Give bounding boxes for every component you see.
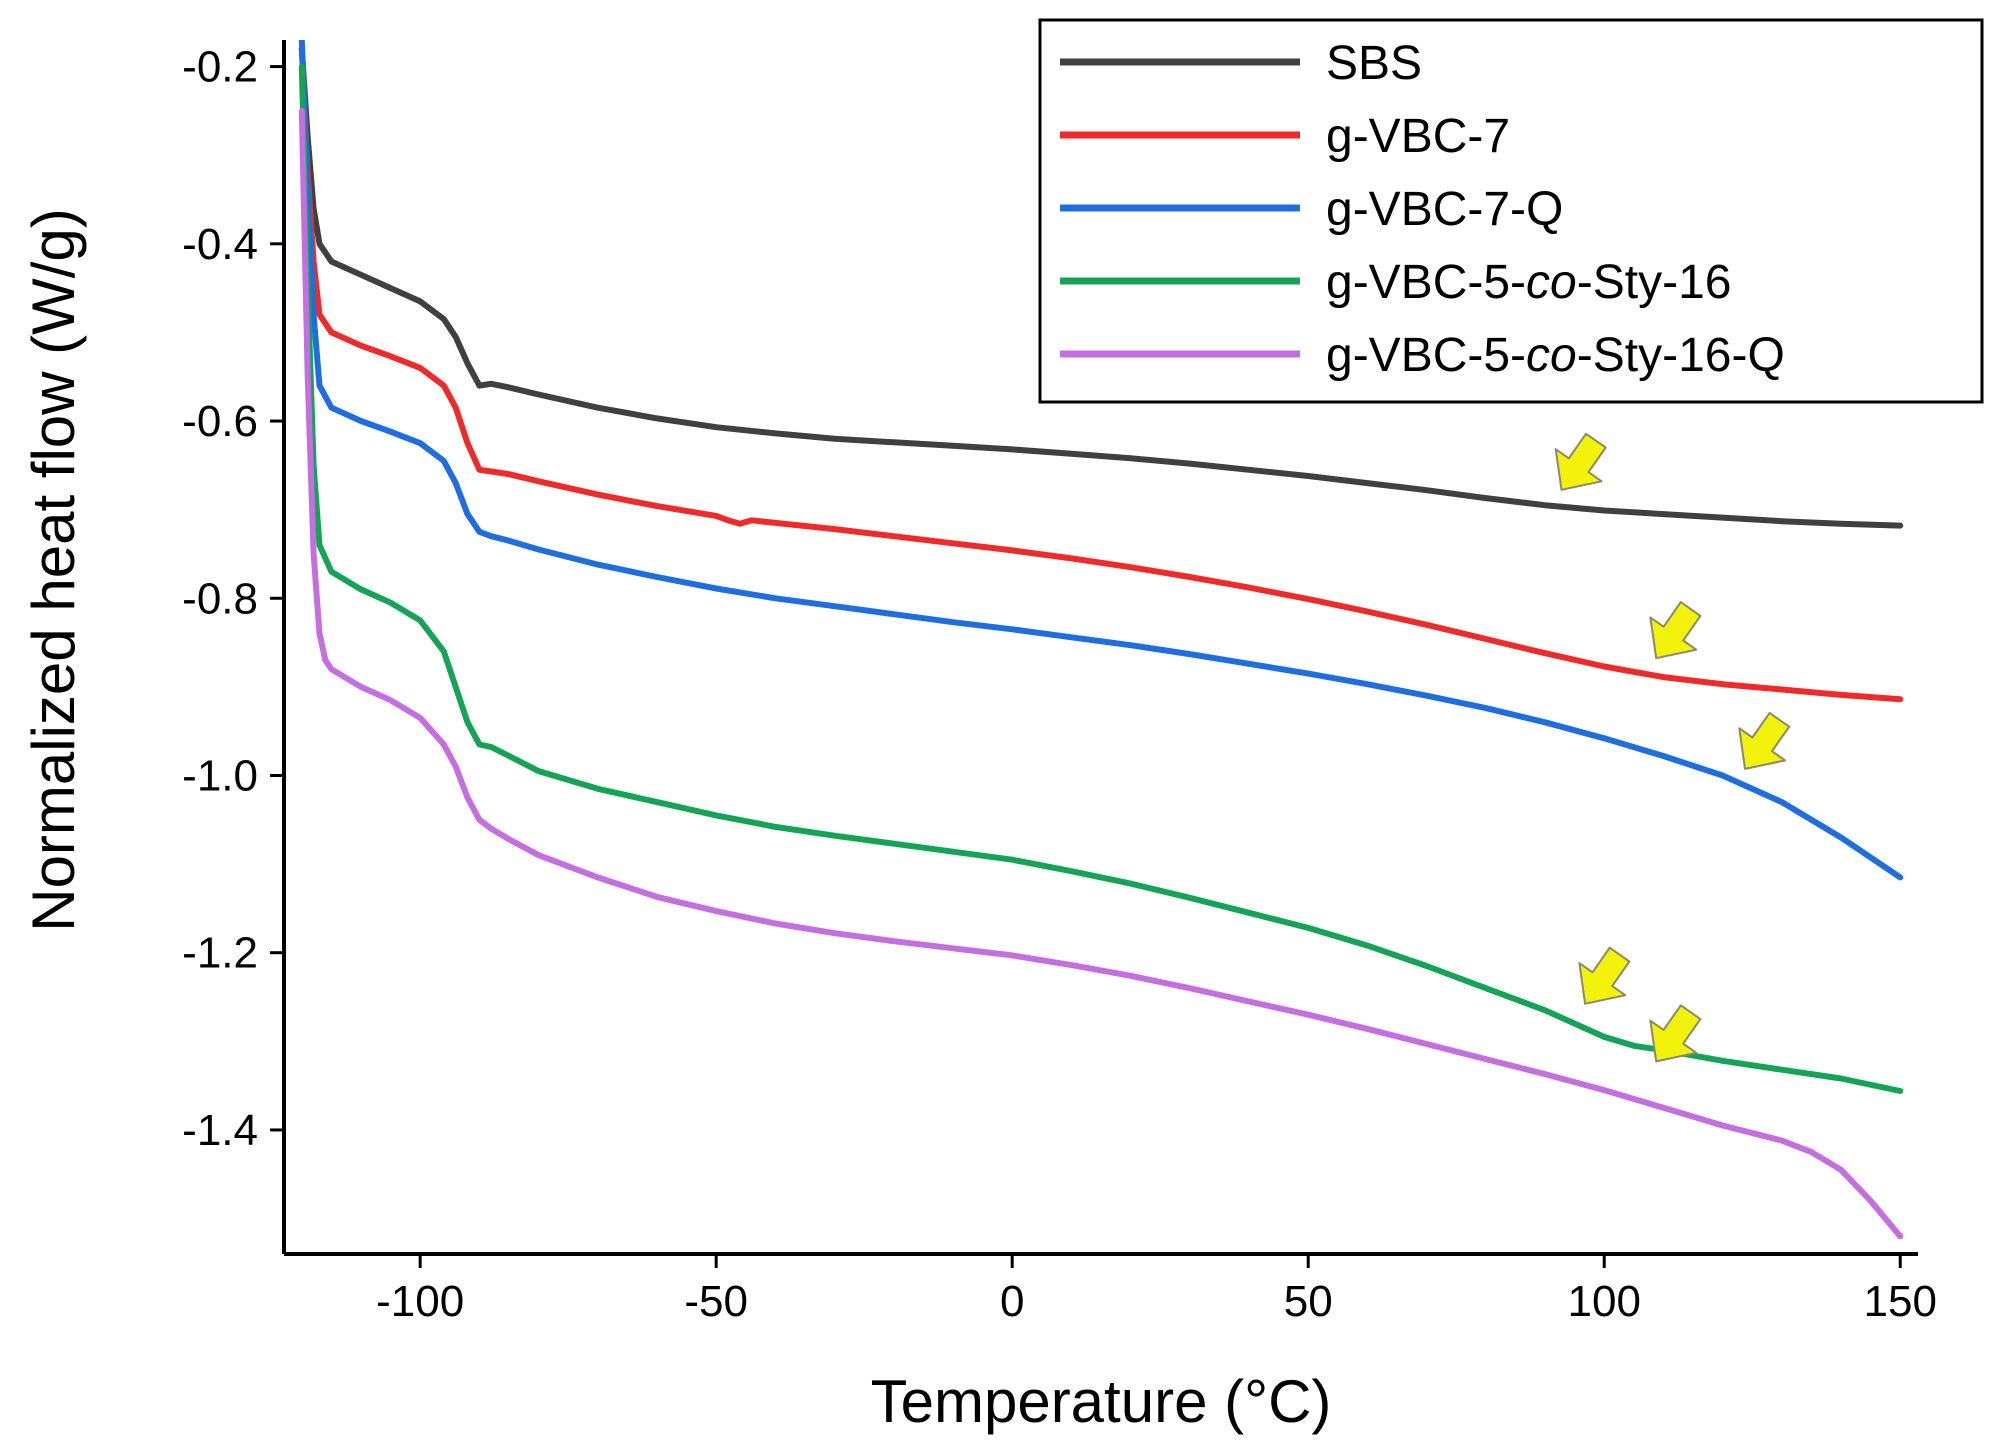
series-line-2 [298, 40, 1904, 881]
legend-label-4: g-VBC-5-co-Sty-16-Q [1326, 329, 1785, 382]
legend-label-part: g-VBC-5- [1326, 329, 1526, 382]
y-tick-label: -0.2 [182, 43, 258, 92]
annotation-arrow-3 [1578, 946, 1631, 1005]
y-tick-label: -0.4 [182, 220, 258, 269]
series-line-1 [298, 45, 1904, 703]
x-tick-label: -100 [376, 1277, 464, 1326]
legend-label-part: g-VBC-7 [1326, 110, 1510, 163]
legend: SBSg-VBC-7g-VBC-7-Qg-VBC-5-co-Sty-16g-VB… [1038, 18, 1984, 404]
series-layer [298, 40, 1904, 1240]
x-tick-label: 150 [1864, 1277, 1937, 1326]
legend-label-part: g-VBC-5- [1326, 256, 1526, 309]
x-axis-title: Temperature (°C) [871, 1368, 1332, 1435]
x-tick-label: -50 [684, 1277, 748, 1326]
y-tick-label: -1.4 [182, 1106, 258, 1155]
legend-label-part: co [1526, 256, 1577, 309]
legend-label-3: g-VBC-5-co-Sty-16 [1326, 256, 1731, 309]
annotation-layer [1554, 432, 1791, 1063]
y-tick-label: -0.6 [182, 397, 258, 446]
legend-label-1: g-VBC-7 [1326, 110, 1510, 163]
x-tick-label: 0 [1000, 1277, 1024, 1326]
series-line-4 [298, 107, 1904, 1240]
legend-label-part: SBS [1326, 37, 1422, 90]
legend-label-part: -Sty-16-Q [1577, 329, 1785, 382]
y-axis-title: Normalized heat flow (W/g) [20, 208, 87, 932]
y-tick-label: -1.0 [182, 751, 258, 800]
y-tick-label: -1.2 [182, 929, 258, 978]
x-tick-label: 100 [1568, 1277, 1641, 1326]
legend-label-part: -Sty-16 [1577, 256, 1732, 309]
legend-label-part: g-VBC-7-Q [1326, 183, 1563, 236]
x-tick-label: 50 [1284, 1277, 1333, 1326]
series-line-0 [298, 45, 1904, 529]
legend-label-part: co [1526, 329, 1577, 382]
x-axis-ticks: -100 -50 0 50 100 150 [376, 1254, 1937, 1326]
legend-label-0: SBS [1326, 37, 1422, 90]
series-line-3 [298, 63, 1904, 1094]
y-axis-ticks: -0.2 -0.4 -0.6 -0.8 -1.0 -1.2 -1.4 [182, 43, 284, 1155]
legend-label-2: g-VBC-7-Q [1326, 183, 1563, 236]
annotation-arrow-0 [1554, 432, 1607, 491]
annotation-arrow-1 [1649, 601, 1702, 660]
annotation-arrow-2 [1738, 711, 1791, 770]
annotation-arrow-4 [1649, 1004, 1702, 1063]
y-tick-label: -0.8 [182, 574, 258, 623]
